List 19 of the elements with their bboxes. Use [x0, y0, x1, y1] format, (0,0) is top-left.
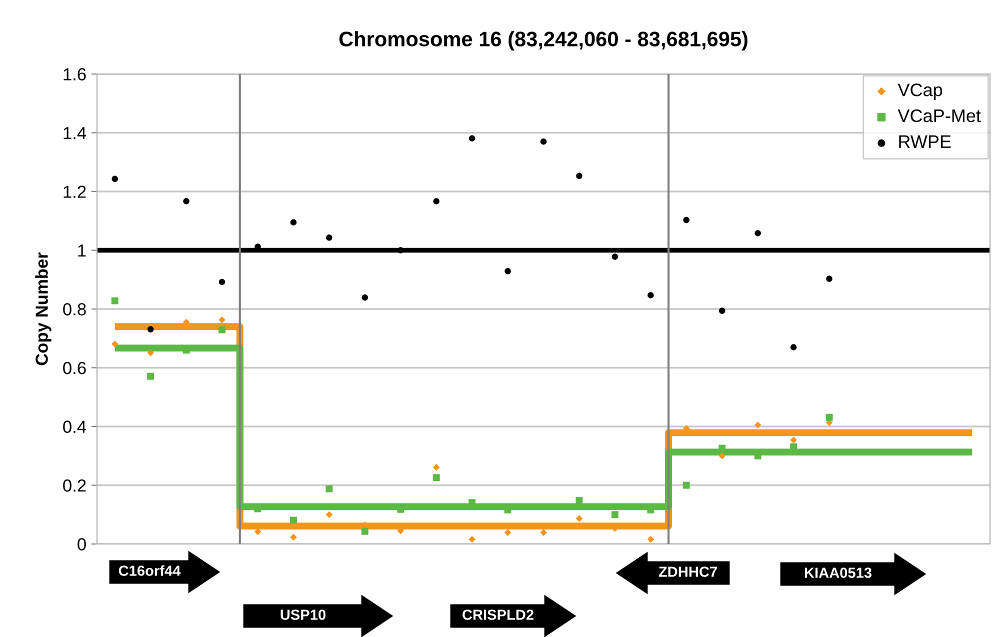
y-tick-label: 1.4	[64, 127, 86, 140]
legend-label: RWPE	[899, 135, 951, 148]
legend-label: VCaP-Met	[898, 109, 981, 122]
y-tick-label: 0.6	[63, 362, 86, 374]
y-axis-title: Copy Number	[35, 252, 52, 366]
text: KIAA0513	[804, 568, 872, 578]
y-tick-label: 0.2	[63, 479, 86, 492]
legend-label: VCap	[898, 84, 942, 100]
y-tick-label: 1.2	[64, 186, 86, 198]
text: ZDHHC7	[658, 566, 717, 577]
y-tick-label: 1.6	[64, 68, 86, 80]
y-tick-label: 0.8	[63, 303, 86, 316]
text: USP10	[280, 610, 326, 620]
text: CRISPLD2	[462, 610, 534, 620]
text: C16orf44	[118, 565, 181, 576]
chart-title: Chromosome 16 (83,242,060 - 83,681,695)	[339, 31, 748, 51]
y-tick-label: 0	[78, 538, 86, 550]
y-tick-label: 0.4	[63, 420, 86, 433]
y-tick-label: 1	[78, 244, 86, 257]
